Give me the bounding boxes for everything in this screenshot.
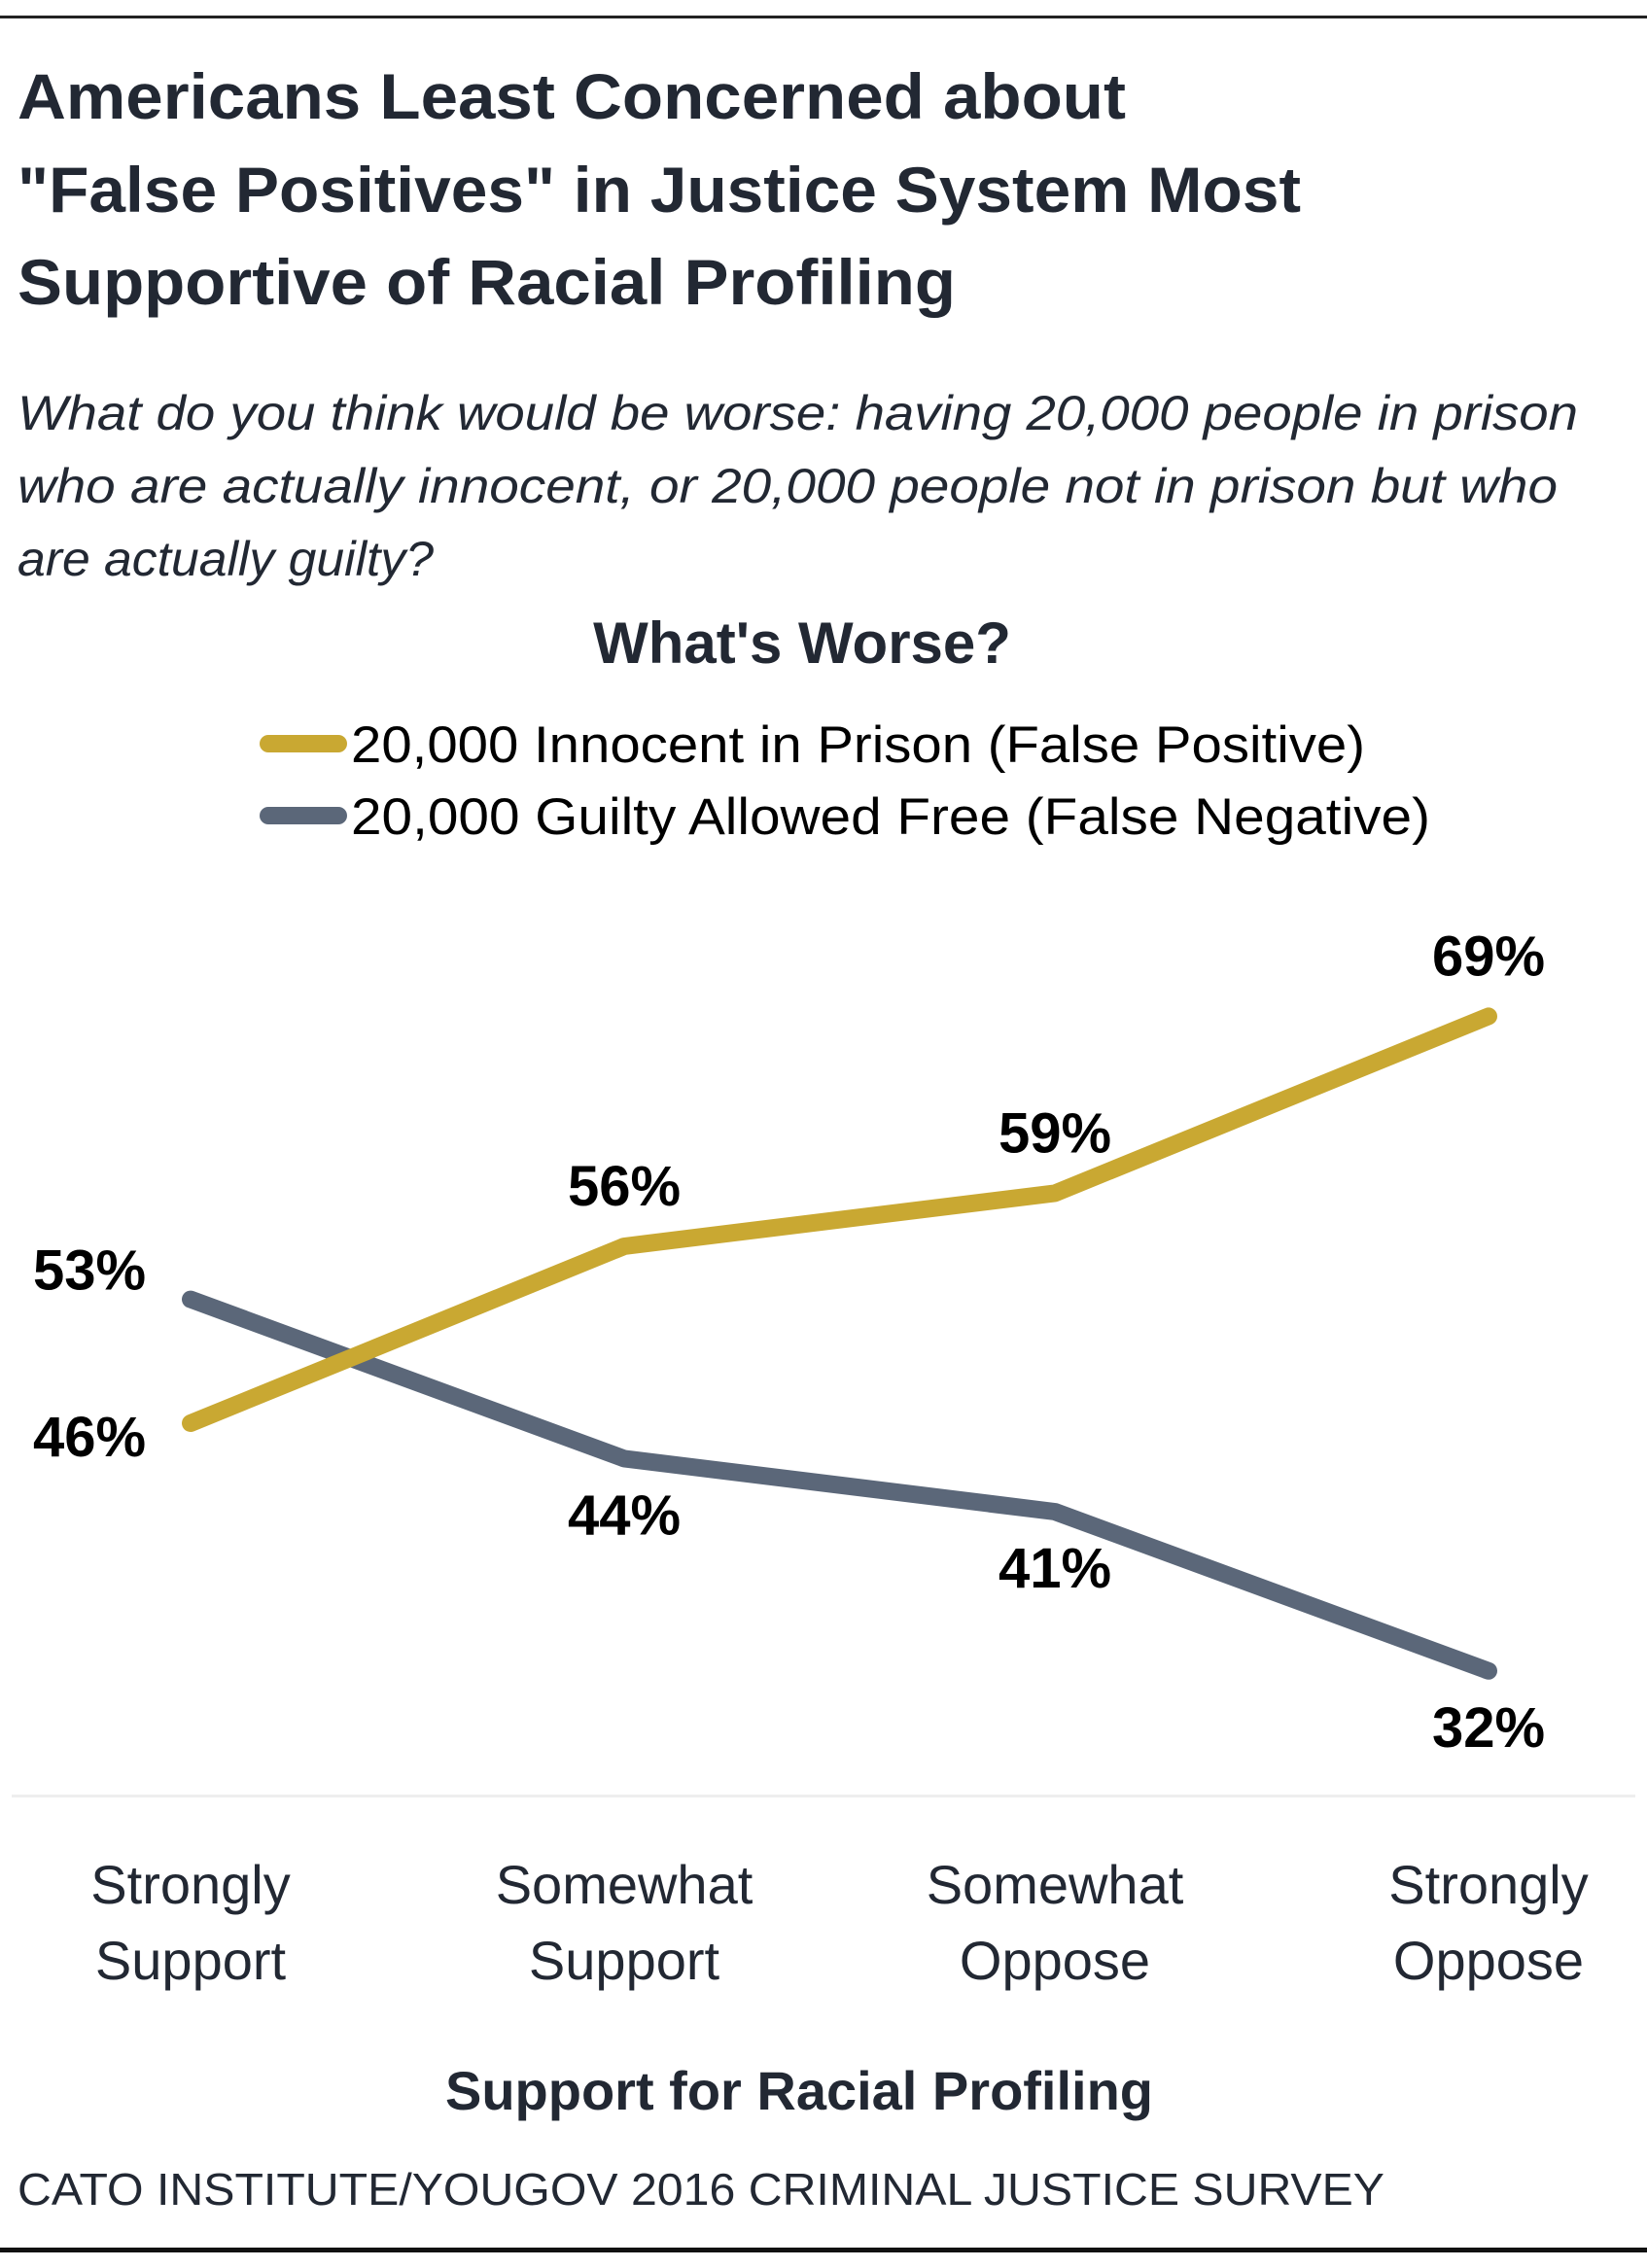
- legend-label-false-negative: 20,000 Guilty Allowed Free (False Negati…: [351, 788, 1430, 846]
- x-tick-label: Strongly: [1388, 1854, 1588, 1915]
- x-tick-label: Support: [95, 1930, 287, 1991]
- data-label: 44%: [568, 1483, 681, 1547]
- subtitle-line-1: What do you think would be worse: having…: [18, 386, 1578, 440]
- bottom-rule: [0, 2248, 1647, 2252]
- subtitle-line-3: are actually guilty?: [18, 532, 434, 586]
- data-label: 69%: [1432, 925, 1545, 988]
- subtitle-line-2: who are actually innocent, or 20,000 peo…: [18, 459, 1558, 513]
- x-tick-label: Strongly: [90, 1854, 290, 1915]
- legend-label-false-positive: 20,000 Innocent in Prison (False Positiv…: [351, 716, 1365, 774]
- data-label: 41%: [999, 1537, 1111, 1600]
- x-tick-label: Support: [529, 1930, 720, 1991]
- chart-title: What's Worse?: [593, 611, 1011, 676]
- series-line-false-positive: [182, 1007, 1497, 1432]
- data-label: 59%: [999, 1101, 1111, 1165]
- data-label: 46%: [33, 1406, 146, 1469]
- x-tick-label: Somewhat: [496, 1854, 753, 1915]
- plot-area: 46% 56% 59% 69% 53% 44% 41% 32%: [33, 925, 1545, 1759]
- series-line-false-negative: [182, 1290, 1497, 1680]
- data-label: 32%: [1432, 1696, 1545, 1760]
- title-line-1: Americans Least Concerned about: [18, 60, 1126, 132]
- x-tick-label: Oppose: [960, 1930, 1150, 1991]
- top-rule: [0, 16, 1647, 18]
- source-note: CATO INSTITUTE/YOUGOV 2016 CRIMINAL JUST…: [18, 2164, 1384, 2215]
- title-line-2: "False Positives" in Justice System Most: [18, 154, 1301, 226]
- data-label: 53%: [33, 1239, 146, 1303]
- data-label: 56%: [568, 1155, 681, 1218]
- legend: 20,000 Innocent in Prison (False Positiv…: [260, 716, 1430, 846]
- x-axis-categories: Strongly Support Somewhat Support Somewhat Op…: [90, 1854, 1588, 1991]
- x-axis-label: Support for Racial Profiling: [445, 2060, 1153, 2121]
- title-line-3: Supportive of Racial Profiling: [18, 246, 956, 318]
- x-tick-label: Oppose: [1393, 1930, 1584, 1991]
- axis-divider: [12, 1795, 1635, 1797]
- x-tick-label: Somewhat: [927, 1854, 1184, 1915]
